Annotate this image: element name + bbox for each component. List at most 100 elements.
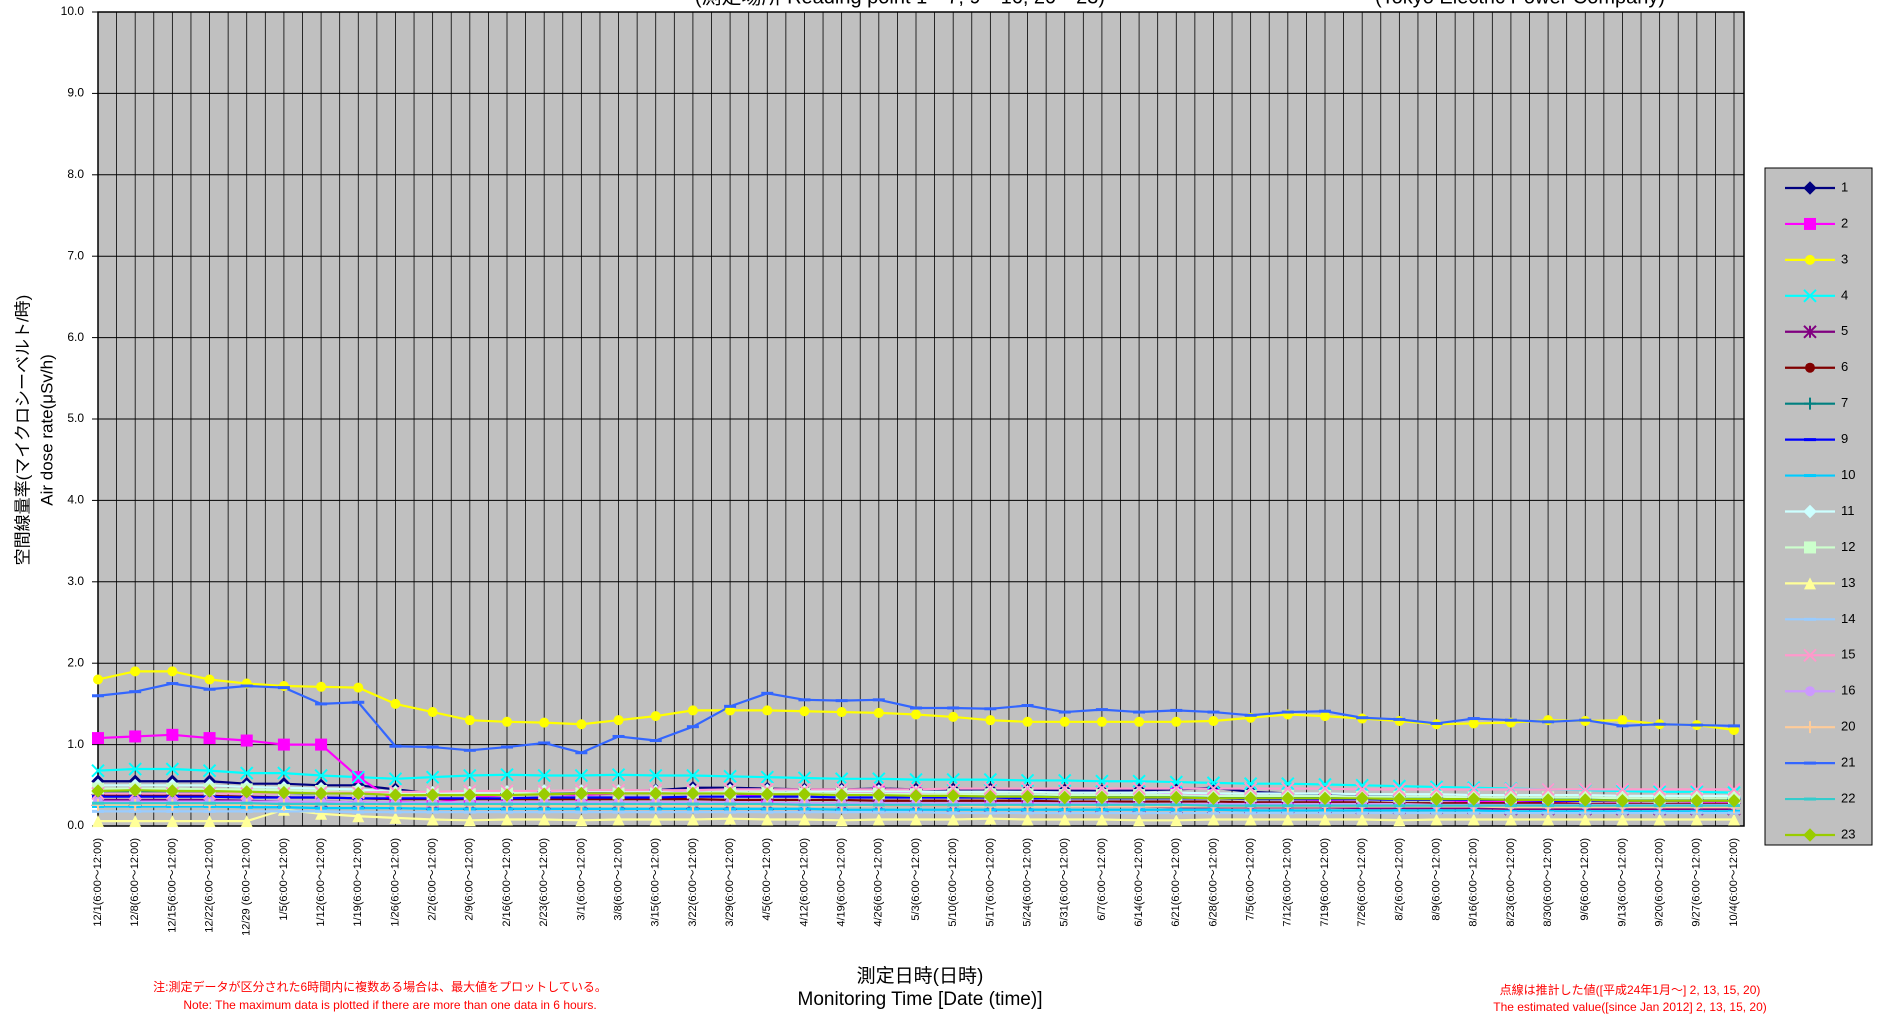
legend-label: 3 [1841,251,1848,266]
legend-marker [1804,541,1816,554]
marker [1243,791,1258,806]
marker [463,788,477,802]
marker [1615,794,1630,808]
marker [278,680,289,691]
marker [1690,794,1704,808]
marker [202,763,217,778]
x-tick-label: 6/21(6:00～12:00) [1170,838,1182,927]
x-tick-label: 2/23(6:00～12:00) [538,838,550,927]
marker [1652,794,1667,808]
legend-label: 4 [1841,287,1848,302]
marker [316,681,327,692]
marker [576,719,587,730]
plot-frame [97,11,1745,827]
x-tick-label: 9/20(6:00～12:00) [1654,838,1666,927]
legend-marker [1803,181,1817,195]
marker [1170,814,1183,827]
marker [575,814,588,827]
marker [1169,781,1183,796]
marker [1243,776,1258,791]
marker [204,674,215,685]
marker [1467,792,1481,806]
x-tick-label: 2/9(6:00～12:00) [464,838,476,921]
marker [1244,813,1257,826]
marker [1393,814,1406,827]
marker [166,815,179,828]
x-tick-label: 12/15(6:00～12:00) [166,838,178,933]
marker [1690,813,1703,826]
marker [166,798,179,811]
marker [1578,793,1592,807]
x-tick-label: 1/5(6:00～12:00) [278,838,290,921]
marker [834,772,849,786]
note: 点線は推計した値([平成24年1月～] 2, 13, 15, 20) [1500,982,1761,997]
marker [427,707,438,718]
marker [1020,789,1035,804]
marker [1281,813,1294,826]
x-tick-label: 9/6(6:00～12:00) [1579,838,1591,921]
x-tick-label: 7/12(6:00～12:00) [1282,838,1294,927]
marker [834,788,849,802]
marker [1355,778,1369,793]
marker [240,798,253,811]
legend-marker [1803,648,1817,662]
x-tick-label: 3/22(6:00～12:00) [687,838,699,927]
x-tick-label: 7/19(6:00～12:00) [1319,838,1331,927]
x-tick-label: 4/5(6:00～12:00) [761,838,773,921]
x-tick-label: 7/5(6:00～12:00) [1245,838,1257,921]
marker [203,732,216,745]
marker [1169,790,1183,805]
y-axis-label: Air dose rate(μSv/h) [37,354,56,506]
marker [1169,775,1183,789]
x-tick-label: 9/27(6:00～12:00) [1691,838,1703,927]
marker [538,799,551,812]
marker [686,786,700,801]
marker [277,785,291,800]
marker [463,768,477,783]
x-tick-label: 12/22(6:00～12:00) [203,838,215,933]
marker [649,799,662,812]
x-tick-label: 5/24(6:00～12:00) [1021,838,1033,927]
marker [799,706,810,717]
legend-marker [1804,721,1816,734]
legend-marker [1803,504,1817,519]
legend-label: 23 [1841,826,1855,841]
marker [1318,791,1332,806]
legend-label: 7 [1841,395,1848,410]
x-tick-label: 1/12(6:00～12:00) [315,838,327,927]
marker [686,813,699,826]
marker [240,734,253,747]
marker [1132,790,1146,805]
marker [130,666,141,677]
marker [1392,782,1407,797]
note: Note: The maximum data is plotted if the… [183,998,596,1012]
marker [1206,781,1221,796]
marker [612,799,625,812]
marker [1617,715,1628,726]
y-tick-label: 8.0 [67,167,84,181]
marker [1132,781,1146,796]
x-tick-label: 5/10(6:00～12:00) [947,838,959,927]
marker [946,789,960,803]
y-tick-label: 10.0 [61,4,85,18]
marker [725,705,736,716]
marker [314,786,328,801]
marker [1133,814,1146,827]
marker [1356,813,1369,826]
marker [388,788,403,802]
marker [240,766,254,780]
marker [1020,781,1035,796]
marker [1281,791,1295,806]
marker [872,772,886,786]
marker [983,789,998,804]
x-tick-label: 6/7(6:00～12:00) [1096,838,1108,921]
y-tick-label: 6.0 [67,330,84,344]
x-tick-label: 1/19(6:00～12:00) [352,838,364,927]
marker [835,814,848,827]
marker [797,787,812,801]
marker [1542,813,1555,826]
marker [575,799,588,812]
legend-label: 20 [1841,719,1855,734]
marker [352,810,365,823]
marker [948,711,959,722]
